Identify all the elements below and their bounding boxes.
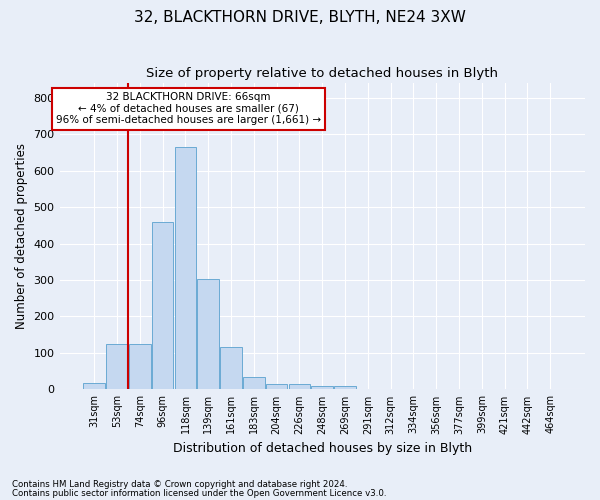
Text: 32, BLACKTHORN DRIVE, BLYTH, NE24 3XW: 32, BLACKTHORN DRIVE, BLYTH, NE24 3XW — [134, 10, 466, 25]
Bar — [289, 384, 310, 390]
X-axis label: Distribution of detached houses by size in Blyth: Distribution of detached houses by size … — [173, 442, 472, 455]
Bar — [175, 147, 196, 390]
Bar — [197, 280, 219, 390]
Text: 32 BLACKTHORN DRIVE: 66sqm
← 4% of detached houses are smaller (67)
96% of semi-: 32 BLACKTHORN DRIVE: 66sqm ← 4% of detac… — [56, 92, 321, 126]
Text: Contains public sector information licensed under the Open Government Licence v3: Contains public sector information licen… — [12, 489, 386, 498]
Bar — [129, 344, 151, 390]
Bar — [220, 348, 242, 390]
Bar — [334, 386, 356, 390]
Bar — [266, 384, 287, 390]
Bar — [106, 344, 128, 390]
Bar — [243, 378, 265, 390]
Y-axis label: Number of detached properties: Number of detached properties — [15, 143, 28, 329]
Bar — [152, 222, 173, 390]
Bar — [83, 383, 105, 390]
Text: Contains HM Land Registry data © Crown copyright and database right 2024.: Contains HM Land Registry data © Crown c… — [12, 480, 347, 489]
Bar — [311, 386, 333, 390]
Title: Size of property relative to detached houses in Blyth: Size of property relative to detached ho… — [146, 68, 498, 80]
